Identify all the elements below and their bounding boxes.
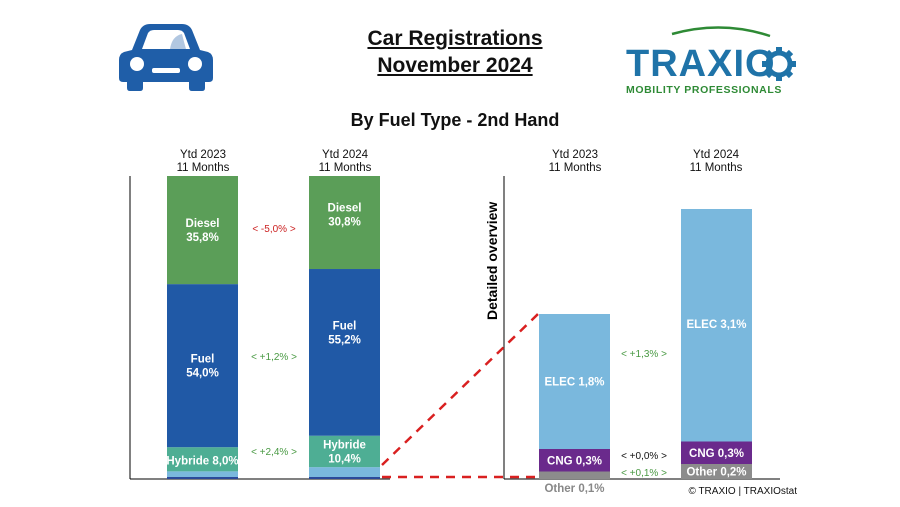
bar-hybride-ytd-2023 [167, 447, 238, 472]
data-label-diesel-ytd-2023-line-1: Diesel [186, 218, 220, 230]
traxio-logo: TRAXIO MOBILITY PROFESSIONALS [626, 26, 796, 96]
delta-label-hybride: < +2,4% > [251, 447, 297, 458]
data-label-elec-ytd-2023: ELEC 1,8% [544, 377, 604, 389]
zoom-connector-top [381, 313, 539, 466]
detail-axis-label: Detailed overview [484, 202, 500, 320]
bar-other-ytd-2024 [681, 464, 752, 479]
bar-other-ytd-2023 [539, 471, 610, 479]
data-label-fuel-ytd-2024-line-2: 55,2% [328, 334, 361, 346]
data-label-other-ytd-2023: Other 0,1% [544, 483, 604, 495]
data-label-fuel-ytd-2024-line-1: Fuel [333, 320, 357, 332]
logo-tagline: MOBILITY PROFESSIONALS [626, 84, 782, 96]
delta-label-other-detail: < +0,1% > [621, 468, 667, 479]
column-header-right-2023: Ytd 2023 11 Months [548, 149, 602, 174]
chart-title-month: November 2024 [377, 54, 533, 77]
bar-base-line-2024 [309, 477, 380, 479]
bar-cng-ytd-2023 [539, 449, 610, 472]
data-label-hybride-ytd-2024-line-1: Hybride [323, 439, 366, 451]
bar-cng-ytd-2024 [681, 441, 752, 464]
bar-base-line-2023 [167, 477, 238, 479]
bar-elec-ytd-2024 [681, 209, 752, 442]
bar-fuel-ytd-2023 [167, 284, 238, 448]
column-header-left-2023: Ytd 2023 11 Months [176, 149, 230, 174]
data-label-cng-ytd-2024: CNG 0,3% [689, 448, 744, 460]
data-label-fuel-ytd-2023-line-1: Fuel [191, 354, 215, 366]
delta-label-diesel: < -5,0% > [252, 224, 296, 235]
bar-hybride-ytd-2024 [309, 435, 380, 468]
data-label-diesel-ytd-2023-line-2: 35,8% [186, 232, 219, 244]
data-label-cng-ytd-2023: CNG 0,3% [547, 455, 602, 467]
bar-diesel-ytd-2024 [309, 176, 380, 270]
data-label-other-ytd-2024: Other 0,2% [686, 467, 746, 479]
chart-title: Car Registrations [367, 27, 543, 50]
copyright: © TRAXIO | TRAXIOstat [688, 486, 797, 497]
delta-label-elec-detail: < +1,3% > [621, 349, 667, 360]
data-label-diesel-ytd-2024-line-1: Diesel [328, 203, 362, 215]
chart-subtitle: By Fuel Type - 2nd Hand [350, 110, 560, 130]
bar-other-ytd-2024 [309, 467, 380, 478]
bar-elec-ytd-2023 [539, 314, 610, 449]
column-header-left-2024: Ytd 2024 11 Months [318, 149, 372, 174]
delta-label-cng-detail: < +0,0% > [621, 451, 667, 462]
data-label-diesel-ytd-2024-line-2: 30,8% [328, 217, 361, 229]
data-label-fuel-ytd-2023-line-2: 54,0% [186, 368, 219, 380]
bar-other-ytd-2023 [167, 471, 238, 478]
data-label-hybride-ytd-2024-line-2: 10,4% [328, 453, 361, 465]
car-icon [119, 24, 213, 91]
delta-label-fuel: < +1,2% > [251, 352, 297, 363]
bar-diesel-ytd-2023 [167, 176, 238, 285]
column-header-right-2024: Ytd 2024 11 Months [689, 149, 743, 174]
data-label-elec-ytd-2024: ELEC 3,1% [686, 319, 746, 331]
data-label-hybride-ytd-2023: Hybride 8,0% [166, 455, 238, 467]
bar-fuel-ytd-2024 [309, 269, 380, 436]
logo-brand: TRAXIO [626, 43, 776, 85]
